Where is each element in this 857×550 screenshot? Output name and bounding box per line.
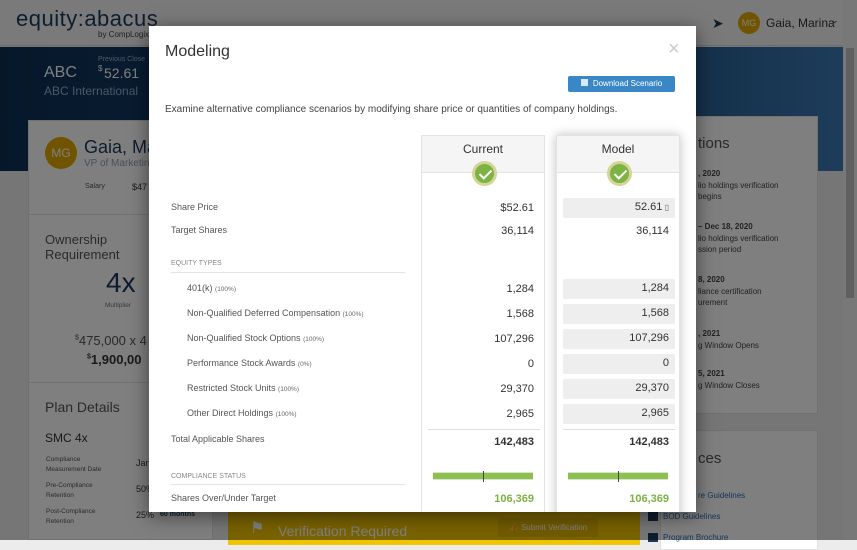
model-quantity-input[interactable]: 107,296 <box>563 329 675 349</box>
equity-type-label: Non-Qualified Stock Options (100%) <box>187 333 325 343</box>
download-scenario-button[interactable]: Download Scenario <box>568 76 675 92</box>
target-shares-label: Target Shares <box>171 225 228 235</box>
equity-type-label: Restricted Stock Units (100%) <box>187 383 300 393</box>
check-icon <box>472 161 497 186</box>
divider <box>563 429 675 430</box>
divider <box>171 272 405 273</box>
close-icon[interactable]: × <box>668 38 680 60</box>
equity-type-label: Performance Stock Awards (0%) <box>187 358 312 368</box>
current-share-price: $52.61 <box>500 202 534 214</box>
equity-type-label: Non-Qualified Deferred Compensation (100… <box>187 308 364 318</box>
model-quantity-input[interactable]: 2,965 <box>563 404 675 424</box>
current-value: 2,965 <box>506 408 534 420</box>
model-header: Model <box>601 142 635 156</box>
equity-type-label: Other Direct Holdings (100%) <box>187 408 297 418</box>
check-icon <box>607 161 632 186</box>
model-share-price-input[interactable]: 52.61 ▯ <box>563 198 675 218</box>
model-compliance-bar <box>568 471 668 482</box>
current-total: 142,483 <box>494 436 534 448</box>
spreadsheet-icon <box>580 79 588 86</box>
model-total: 142,483 <box>629 436 669 448</box>
model-quantity-input[interactable]: 1,568 <box>563 304 675 324</box>
modal-description: Examine alternative compliance scenarios… <box>165 104 618 115</box>
total-shares-label: Total Applicable Shares <box>171 434 265 444</box>
modeling-modal: Modeling × Download Scenario Examine alt… <box>149 26 696 512</box>
share-price-label: Share Price <box>171 202 219 212</box>
current-value: 0 <box>527 358 534 370</box>
model-target-shares: 36,114 <box>636 225 669 237</box>
current-value: 1,568 <box>506 308 534 320</box>
model-over-under: 106,369 <box>629 493 669 505</box>
over-under-label: Shares Over/Under Target <box>171 493 276 503</box>
model-quantity-input[interactable]: 1,284 <box>563 279 675 299</box>
divider <box>171 484 405 485</box>
model-column: Model 52.61 ▯ 36,114 1,284 1,568 107,296… <box>556 135 680 512</box>
current-target-shares: 36,114 <box>501 225 534 237</box>
current-value: 107,296 <box>494 333 534 345</box>
current-value: 1,284 <box>506 283 534 295</box>
current-header: Current <box>462 142 503 156</box>
equity-types-heading: EQUITY TYPES <box>171 260 222 267</box>
divider <box>428 429 540 430</box>
compliance-status-heading: COMPLIANCE STATUS <box>171 473 246 480</box>
equity-type-label: 401(k) (100%) <box>187 283 236 293</box>
model-quantity-input[interactable]: 0 <box>563 354 675 374</box>
current-column: Current $52.61 36,114 1,284 1,568 107,29… <box>421 135 545 512</box>
modal-title: Modeling <box>165 43 230 60</box>
current-over-under: 106,369 <box>494 493 534 505</box>
model-quantity-input[interactable]: 29,370 <box>563 379 675 399</box>
current-compliance-bar <box>433 471 533 482</box>
spinner-icon: ▯ <box>662 203 669 212</box>
current-value: 29,370 <box>500 383 534 395</box>
